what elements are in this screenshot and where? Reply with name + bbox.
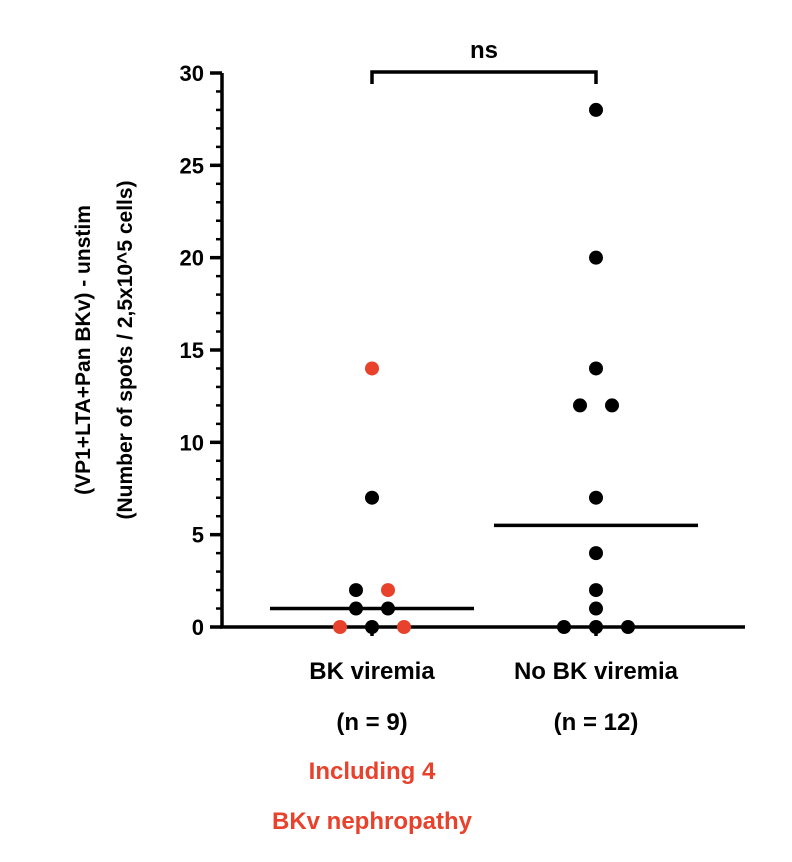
data-point: [589, 490, 603, 505]
y-tick-label: 0: [192, 615, 204, 640]
significance-label: ns: [470, 37, 498, 64]
y-tick-label: 20: [180, 246, 204, 271]
y-axis-label: (VP1+LTA+Pan BKv) - unstim (Number of sp…: [72, 180, 137, 519]
data-point: [589, 583, 603, 598]
y-tick-label: 30: [180, 61, 204, 86]
data-point: [349, 601, 363, 616]
annotation: Including 4 BKv nephropathy: [272, 758, 473, 835]
annotation-line: Including 4: [309, 758, 436, 785]
y-tick-label: 25: [180, 153, 204, 178]
data-point: [621, 620, 635, 634]
data-point: [381, 583, 395, 598]
data-point: [589, 102, 603, 117]
category-n-label: (n = 9): [336, 709, 407, 736]
data-point: [349, 583, 363, 598]
category-label: BK viremia: [309, 658, 435, 685]
data-point: [333, 620, 347, 634]
data-point: [557, 620, 571, 634]
y-tick-label: 10: [180, 430, 204, 455]
category-n-label: (n = 12): [554, 709, 639, 736]
data-point: [589, 546, 603, 561]
data-point: [397, 620, 411, 634]
data-point: [365, 490, 379, 505]
significance-line: [370, 70, 598, 84]
y-axis: 0 5 10 15 20 25 30: [180, 61, 224, 640]
category-label: No BK viremia: [514, 658, 679, 685]
data-point: [573, 398, 587, 413]
data-point: [589, 250, 603, 265]
data-point: [365, 620, 379, 634]
data-point: [589, 361, 603, 376]
y-tick-label: 5: [192, 523, 204, 548]
y-axis-label-line2: (Number of spots / 2,5x10^5 cells): [114, 180, 137, 519]
data-point: [605, 398, 619, 413]
data-point: [589, 601, 603, 616]
data-point: [589, 620, 603, 634]
annotation-line: BKv nephropathy: [272, 808, 473, 835]
median-lines: [270, 523, 698, 611]
data-points: [333, 102, 635, 634]
y-axis-label-line1: (VP1+LTA+Pan BKv) - unstim: [72, 205, 95, 495]
category-labels: BK viremia (n = 9) No BK viremia (n = 12): [309, 658, 678, 736]
data-point: [365, 361, 379, 376]
data-point: [381, 601, 395, 616]
x-axis: [220, 625, 745, 636]
significance-bracket: ns: [370, 37, 598, 84]
y-tick-label: 15: [180, 338, 204, 363]
